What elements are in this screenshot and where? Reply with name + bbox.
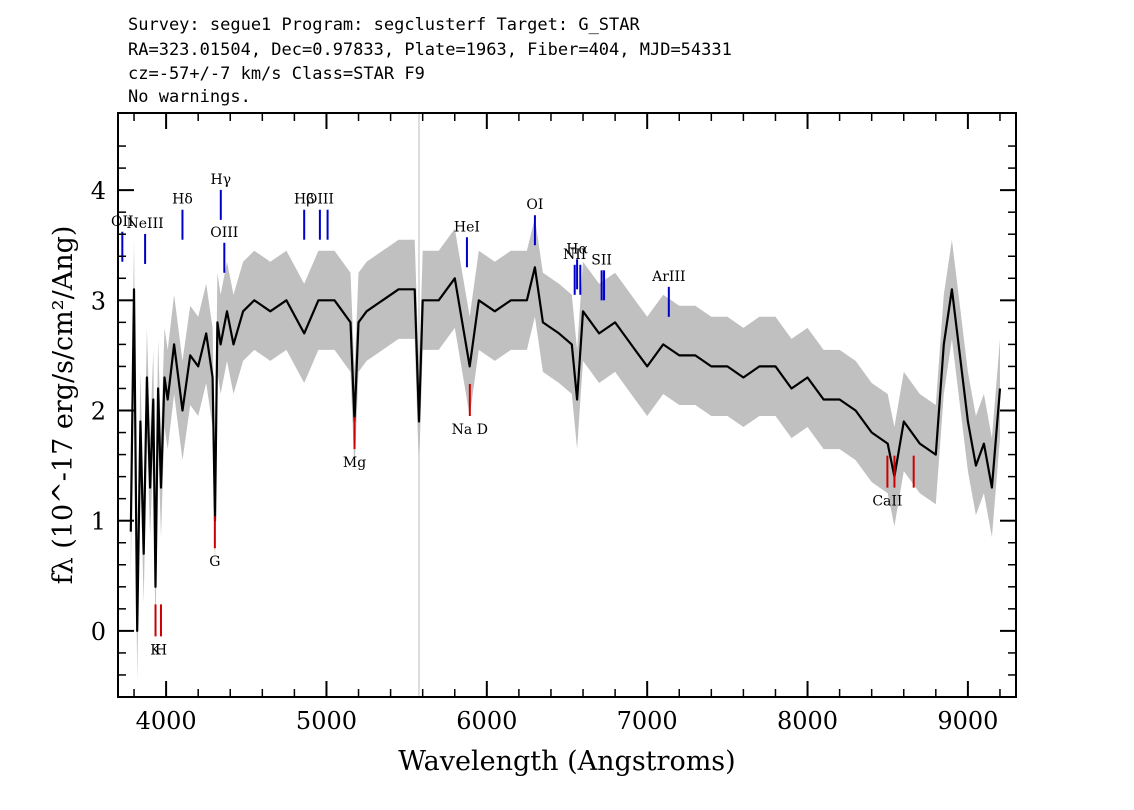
flux-layer bbox=[129, 266, 1002, 633]
header-line-3: cz=-57+/-7 km/s Class=STAR F9 bbox=[128, 64, 425, 84]
y-tick-label: 0 bbox=[91, 618, 106, 646]
emission-line-label: NeIII bbox=[127, 216, 164, 232]
header-line-1: Survey: segue1 Program: segclusterf Targ… bbox=[128, 15, 641, 35]
header-line-2: RA=323.01504, Dec=0.97833, Plate=1963, F… bbox=[128, 40, 732, 60]
absorption-line-label: Mg bbox=[343, 455, 366, 471]
y-tick-label: 4 bbox=[91, 177, 106, 205]
header-line-4: No warnings. bbox=[128, 87, 251, 107]
absorption-line-label: H bbox=[155, 642, 167, 658]
y-tick-label: 2 bbox=[91, 398, 106, 426]
x-tick-label: 8000 bbox=[777, 707, 838, 735]
spectral-line-markers: OIINeIIIHδHγOIIIHβOIIIHeIOINIIHαSIIArIII… bbox=[111, 172, 915, 658]
emission-line-label: OIII bbox=[306, 192, 334, 208]
absorption-line-label: G bbox=[209, 554, 220, 570]
axis-ticks: 4000 5000 6000 7000 8000 9000 0 1 2 3 4 bbox=[91, 113, 1016, 735]
error-band-area bbox=[130, 217, 1001, 681]
x-tick-label: 5000 bbox=[296, 707, 357, 735]
x-tick-label: 4000 bbox=[136, 707, 197, 735]
emission-line-label: Hδ bbox=[172, 192, 193, 208]
absorption-line-label: CaII bbox=[872, 494, 902, 510]
emission-line-label: Hα bbox=[566, 241, 588, 257]
x-tick-label: 7000 bbox=[617, 707, 678, 735]
y-tick-label: 3 bbox=[91, 287, 106, 315]
x-tick-label: 9000 bbox=[937, 707, 998, 735]
emission-line-label: Hβ bbox=[294, 192, 314, 208]
x-tick-label: 6000 bbox=[456, 707, 517, 735]
emission-line-label: NII bbox=[563, 247, 586, 263]
y-tick-label: 1 bbox=[91, 508, 106, 536]
emission-line-label: OIII bbox=[210, 225, 238, 241]
plot-frame bbox=[117, 112, 1017, 698]
absorption-line-label: K bbox=[150, 642, 161, 658]
y-axis-title: fλ (10^-17 erg/s/cm²/Ang) bbox=[48, 226, 79, 585]
x-axis-title: Wavelength (Angstroms) bbox=[398, 746, 735, 777]
emission-line-label: ArIII bbox=[651, 269, 685, 285]
error-band bbox=[130, 217, 1001, 681]
emission-line-label: Hγ bbox=[210, 172, 231, 188]
flux-series-line bbox=[129, 266, 1002, 633]
absorption-line-label: Na D bbox=[452, 422, 488, 438]
emission-line-label: SII bbox=[591, 252, 612, 268]
emission-line-label: OI bbox=[526, 197, 543, 213]
emission-line-label: OII bbox=[111, 214, 134, 230]
emission-line-label: HeI bbox=[454, 219, 480, 235]
